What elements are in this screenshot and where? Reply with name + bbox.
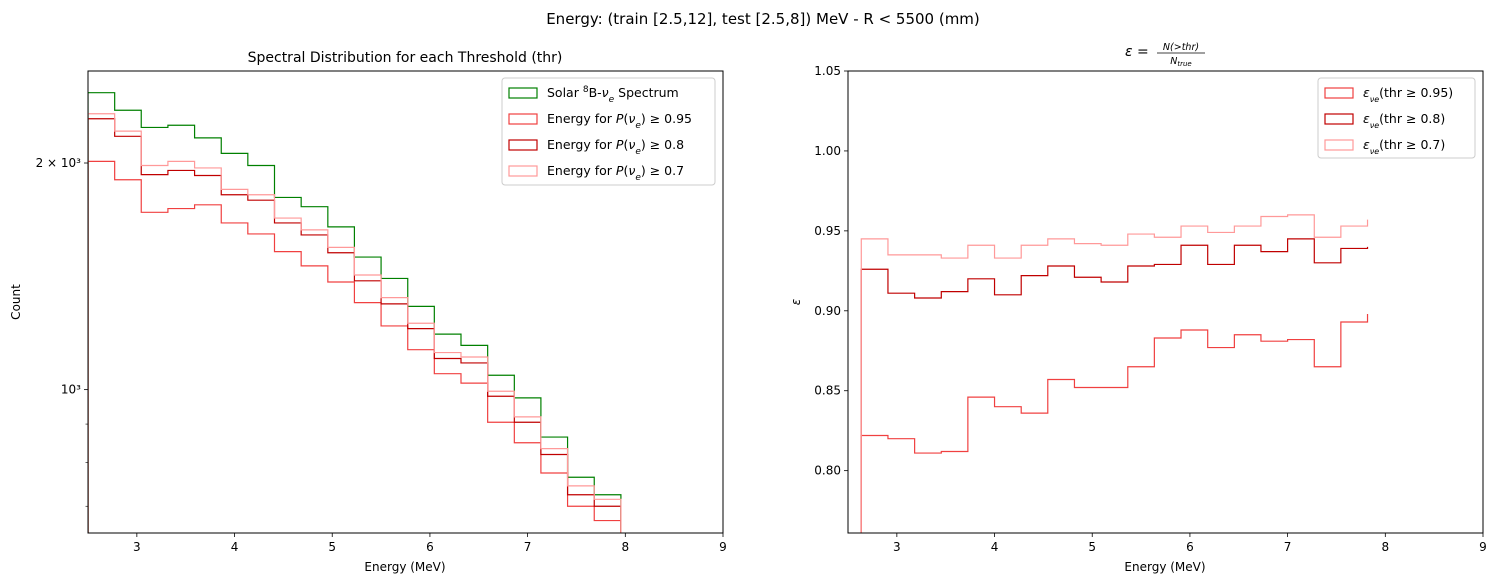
spectrum-legend: Solar 8B-νe Spectrum Energy for P(νe) ≥ 0… xyxy=(501,77,716,186)
spectrum-y-axis-label: Count xyxy=(9,284,23,320)
efficiency-y-tick-label: 0.95 xyxy=(814,224,841,238)
efficiency-y-ticks: 0.80 0.85 0.90 0.95 1.00 1.05 xyxy=(814,64,848,478)
spectrum-chart: Spectral Distribution for each Threshold… xyxy=(9,50,727,574)
spectrum-x-tick-label: 3 xyxy=(133,540,141,554)
spectrum-series-2-line xyxy=(88,160,622,533)
spectrum-legend-swatch-3 xyxy=(508,139,538,151)
efficiency-x-tick-label: 9 xyxy=(1479,540,1487,554)
efficiency-x-tick-label: 5 xyxy=(1088,540,1096,554)
efficiency-x-ticks: 3 4 5 6 7 8 9 xyxy=(893,533,1487,554)
efficiency-y-tick-label: 0.80 xyxy=(814,464,841,478)
spectrum-series-1-line xyxy=(88,92,622,533)
spectrum-x-ticks: 3 4 5 6 7 8 9 xyxy=(133,533,727,554)
efficiency-y-tick-label: 1.05 xyxy=(814,64,841,78)
efficiency-y-tick-label: 1.00 xyxy=(814,144,841,158)
efficiency-title-denominator: Ntrue xyxy=(1170,56,1191,68)
spectrum-x-tick-label: 8 xyxy=(621,540,629,554)
efficiency-legend-swatch-2 xyxy=(1324,113,1354,125)
efficiency-series-3-line xyxy=(860,214,1369,533)
spectrum-y-tick-label: 10³ xyxy=(61,383,81,397)
spectrum-x-tick-label: 9 xyxy=(719,540,727,554)
efficiency-x-tick-label: 6 xyxy=(1186,540,1194,554)
spectrum-legend-label-1: Solar 8B-νe Spectrum xyxy=(547,85,679,105)
spectrum-legend-label-3: Energy for P(νe) ≥ 0.8 xyxy=(547,137,684,157)
spectrum-x-axis-label: Energy (MeV) xyxy=(364,560,445,574)
efficiency-legend-box xyxy=(1317,77,1476,159)
spectrum-legend-label-2: Energy for P(νe) ≥ 0.95 xyxy=(547,111,692,131)
efficiency-series-2-line xyxy=(860,238,1369,533)
efficiency-x-tick-label: 8 xyxy=(1381,540,1389,554)
efficiency-series-1-line xyxy=(860,313,1369,533)
efficiency-y-tick-label: 0.85 xyxy=(814,384,841,398)
efficiency-x-axis-label: Energy (MeV) xyxy=(1124,560,1205,574)
spectrum-y-ticks: 10³ 2 × 10³ xyxy=(36,156,88,507)
spectrum-legend-swatch-4 xyxy=(508,165,538,177)
spectrum-x-tick-label: 7 xyxy=(524,540,532,554)
efficiency-legend-swatch-3 xyxy=(1324,139,1354,151)
efficiency-series-group xyxy=(860,214,1369,533)
efficiency-y-axis-label: ε xyxy=(789,298,803,305)
spectrum-y-tick-label: 2 × 10³ xyxy=(36,156,82,170)
spectrum-series-4-line xyxy=(88,113,622,533)
efficiency-x-tick-label: 4 xyxy=(991,540,999,554)
spectrum-series-group xyxy=(88,92,622,533)
efficiency-legend: ενe(thr ≥ 0.95) ενe(thr ≥ 0.8) ενe(thr ≥ 0… xyxy=(1317,77,1476,159)
efficiency-legend-swatch-1 xyxy=(1324,87,1354,99)
spectrum-x-tick-label: 6 xyxy=(426,540,434,554)
spectrum-plot-frame xyxy=(87,70,724,534)
efficiency-x-tick-label: 3 xyxy=(893,540,901,554)
efficiency-x-tick-label: 7 xyxy=(1284,540,1292,554)
spectrum-chart-title: Spectral Distribution for each Threshold… xyxy=(248,50,563,66)
efficiency-title-numerator: N(>thr) xyxy=(1163,42,1199,53)
efficiency-plot-frame xyxy=(847,70,1484,534)
efficiency-legend-label-2: ενe(thr ≥ 0.8) xyxy=(1363,111,1445,130)
figure-suptitle: Energy: (train [2.5,12], test [2.5,8]) M… xyxy=(546,10,980,28)
spectrum-legend-swatch-2 xyxy=(508,113,538,125)
spectrum-legend-swatch-1 xyxy=(508,87,538,99)
efficiency-y-tick-label: 0.90 xyxy=(814,304,841,318)
efficiency-chart-title: ε = xyxy=(1125,44,1149,60)
efficiency-legend-label-1: ενe(thr ≥ 0.95) xyxy=(1363,85,1453,104)
spectrum-x-tick-label: 4 xyxy=(231,540,239,554)
efficiency-legend-label-3: ενe(thr ≥ 0.7) xyxy=(1363,137,1445,156)
spectrum-legend-label-4: Energy for P(νe) ≥ 0.7 xyxy=(547,163,684,183)
spectrum-legend-box xyxy=(501,77,716,186)
spectrum-x-tick-label: 5 xyxy=(328,540,336,554)
